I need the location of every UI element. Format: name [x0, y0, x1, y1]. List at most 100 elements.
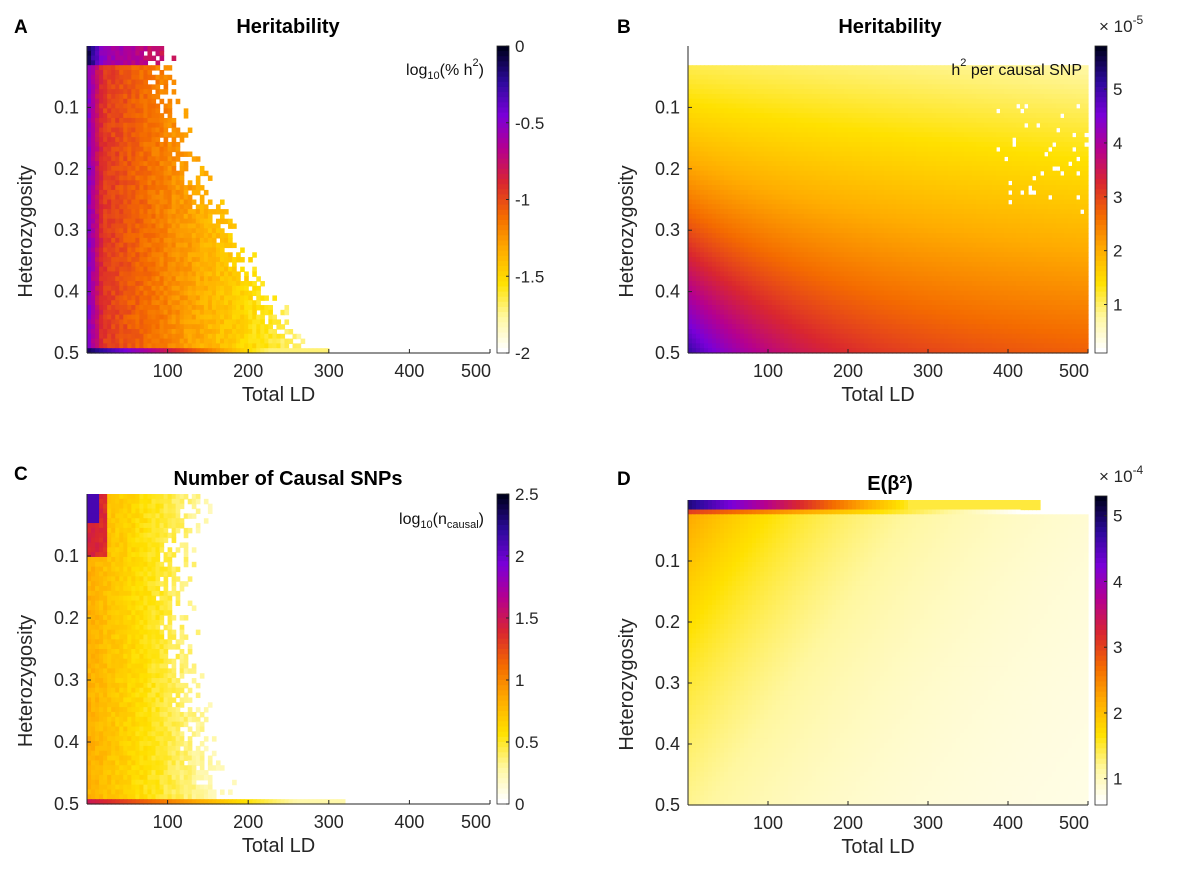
heatmap-cell	[1076, 117, 1081, 124]
heatmap-cell	[804, 175, 809, 181]
heatmap-cell	[163, 127, 169, 133]
heatmap-cell	[211, 305, 217, 311]
heatmap-cell	[856, 156, 861, 162]
heatmap-cell	[151, 127, 157, 133]
heatmap-cell	[171, 141, 177, 148]
heatmap-cell	[912, 175, 917, 181]
heatmap-cell	[940, 122, 945, 129]
heatmap-cell	[151, 338, 157, 345]
heatmap-cell	[768, 132, 773, 138]
heatmap-cell	[284, 309, 290, 316]
heatmap-cell	[692, 137, 697, 143]
heatmap-cell	[1068, 170, 1073, 177]
heatmap-cell	[700, 84, 705, 90]
heatmap-cell	[836, 170, 841, 177]
heatmap-cell	[1032, 89, 1037, 95]
heatmap-cell	[720, 89, 725, 95]
heatmap-cell	[115, 161, 120, 167]
heatmap-cell	[864, 93, 869, 100]
heatmap-cell	[772, 137, 777, 143]
heatmap-cell	[976, 117, 981, 124]
heatmap-cell	[244, 305, 249, 311]
heatmap-cell	[99, 218, 104, 225]
heatmap-cell	[984, 175, 989, 181]
heatmap-cell	[111, 338, 116, 345]
heatmap-cell	[740, 199, 745, 205]
heatmap-cell	[195, 209, 201, 215]
heatmap-cell	[764, 141, 769, 148]
heatmap-cell	[1080, 170, 1085, 177]
heatmap-cell	[131, 233, 136, 239]
heatmap-cell	[956, 79, 961, 85]
heatmap-cell	[880, 117, 885, 124]
heatmap-cell	[792, 175, 797, 181]
heatmap-cell	[880, 113, 885, 119]
heatmap-cell	[804, 180, 809, 186]
heatmap-cell	[111, 122, 116, 129]
heatmap-cell	[1060, 127, 1065, 133]
heatmap-cell	[211, 247, 217, 253]
heatmap-cell	[1032, 98, 1037, 105]
heatmap-cell	[984, 117, 989, 124]
heatmap-cell	[127, 285, 132, 292]
heatmap-cell	[1040, 137, 1045, 143]
heatmap-cell	[187, 151, 193, 157]
heatmap-cell	[796, 199, 801, 205]
heatmap-cell	[996, 165, 1001, 172]
heatmap-cell	[908, 175, 913, 181]
heatmap-cell	[968, 117, 973, 124]
heatmap-cell	[91, 84, 96, 90]
heatmap-cell	[171, 156, 177, 162]
heatmap-cell	[191, 189, 197, 196]
heatmap-cell	[203, 237, 209, 244]
heatmap-cell	[700, 194, 705, 201]
heatmap-cell	[856, 161, 861, 167]
heatmap-cell	[151, 113, 157, 119]
heatmap-cell	[276, 324, 282, 330]
heatmap-cell	[920, 122, 925, 129]
heatmap-cell	[171, 295, 177, 301]
heatmap-cell	[900, 180, 905, 186]
heatmap-cell	[988, 141, 993, 148]
heatmap-cell	[724, 189, 729, 196]
heatmap-cell	[131, 117, 136, 124]
heatmap-cell	[956, 170, 961, 177]
heatmap-cell	[1068, 165, 1073, 172]
heatmap-cell	[219, 348, 225, 354]
heatmap-cell	[712, 74, 717, 81]
heatmap-cell	[147, 74, 153, 81]
heatmap-cell	[163, 199, 169, 205]
heatmap-cell	[980, 113, 985, 119]
heatmap-cell	[171, 165, 177, 172]
heatmap-cell	[179, 165, 185, 172]
heatmap-cell	[980, 146, 985, 153]
heatmap-cell	[936, 185, 941, 191]
heatmap-cell	[840, 199, 845, 205]
heatmap-cell	[772, 113, 777, 119]
heatmap-cell	[308, 348, 314, 354]
heatmap-cell	[123, 89, 128, 95]
heatmap-cell	[1028, 74, 1033, 81]
heatmap-cell	[171, 252, 177, 258]
heatmap-cell	[924, 117, 929, 124]
heatmap-cell	[1056, 113, 1061, 119]
heatmap-cell	[179, 290, 185, 297]
heatmap-cell	[716, 98, 721, 105]
heatmap-cell	[1068, 180, 1073, 186]
heatmap-cell	[800, 113, 805, 119]
heatmap-cell	[800, 79, 805, 85]
heatmap-cell	[147, 199, 153, 205]
heatmap-cell	[704, 113, 709, 119]
heatmap-cell	[103, 333, 108, 340]
heatmap-cell	[1064, 185, 1069, 191]
heatmap-cell	[127, 69, 132, 76]
heatmap-cell	[908, 74, 913, 81]
heatmap-cell	[820, 141, 825, 148]
heatmap-cell	[924, 185, 929, 191]
heatmap-cell	[151, 223, 157, 229]
heatmap-cell	[95, 242, 100, 249]
heatmap-cell	[780, 185, 785, 191]
heatmap-cell	[948, 69, 953, 76]
heatmap-cell	[700, 122, 705, 129]
heatmap-cell	[236, 295, 241, 301]
